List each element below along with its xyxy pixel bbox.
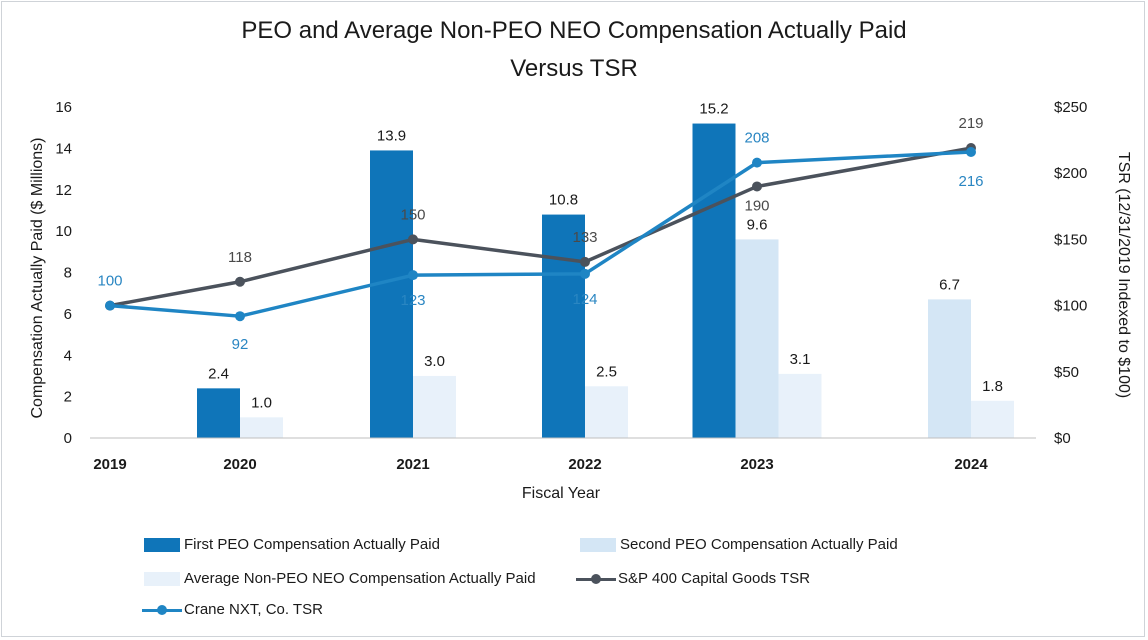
y-left-tick-6: 6 (64, 306, 72, 323)
line-label-sp400-2024: 219 (958, 115, 983, 132)
chart-title-line2: Versus TSR (510, 55, 638, 82)
bar-label-s2-2024: 1.8 (982, 378, 1003, 395)
legend-second-peo: Second PEO Compensation Actually Paid (580, 536, 898, 553)
y-left-tick-4: 4 (64, 347, 72, 364)
line-label-crane-2019: 100 (97, 273, 122, 290)
legend-non-peo: Average Non-PEO NEO Compensation Actuall… (144, 570, 536, 587)
y-left-tick-14: 14 (55, 140, 72, 157)
legend-first-peo: First PEO Compensation Actually Paid (144, 536, 440, 553)
x-tick-2022: 2022 (568, 456, 601, 473)
legend-swatch-second-peo (580, 537, 616, 552)
y-right-tick-3: $150 (1054, 231, 1087, 248)
legend-crane: Crane NXT, Co. TSR (142, 601, 323, 618)
legend-swatch-sp400 (576, 572, 616, 586)
y-right-axis-title: TSR (12/31/2019 Indexed to $100) (1115, 152, 1132, 398)
y-right-tick-0: $0 (1054, 430, 1071, 447)
bar-label-s2-2022: 2.5 (596, 363, 617, 380)
point-sp400-2021 (408, 234, 418, 245)
bar-s1-2024 (928, 299, 971, 438)
bar-s0-2020 (197, 388, 240, 438)
bar-s2-2023 (778, 373, 822, 438)
line-label-crane-2024: 216 (958, 173, 983, 190)
bar-s2-2024 (971, 400, 1014, 438)
y-left-axis-title: Compensation Actually Paid ($ Millions) (29, 137, 46, 418)
point-sp400-2023 (752, 181, 762, 192)
line-label-crane-2021: 123 (400, 292, 425, 309)
y-left-tick-2: 2 (64, 389, 72, 406)
line-crane (109, 150, 972, 318)
x-tick-2021: 2021 (396, 456, 429, 473)
bar-label-s2-2021: 3.0 (424, 353, 445, 370)
y-right-tick-1: $50 (1054, 364, 1079, 381)
x-tick-2020: 2020 (223, 456, 256, 473)
y-right-tick-5: $250 (1054, 99, 1087, 116)
legend-swatch-crane (142, 603, 182, 617)
x-axis-title: Fiscal Year (522, 485, 601, 502)
point-crane-2019 (105, 300, 115, 311)
bar-s0-2023 (692, 123, 736, 439)
bar-label-s0-2021: 13.9 (377, 127, 406, 144)
x-tick-2019: 2019 (93, 456, 126, 473)
line-label-sp400-2023: 190 (744, 197, 769, 214)
legend-sp400: S&P 400 Capital Goods TSR (576, 570, 810, 587)
line-label-crane-2022: 124 (572, 291, 597, 308)
legend-swatch-non-peo (144, 571, 180, 586)
bar-label-s0-2023: 15.2 (699, 101, 728, 118)
legend-label-second-peo: Second PEO Compensation Actually Paid (620, 536, 898, 553)
bar-label-s1-2024: 6.7 (939, 276, 960, 293)
bar-s2-2021 (413, 375, 456, 438)
bar-s0-2021 (370, 150, 413, 438)
point-crane-2021 (408, 270, 418, 281)
line-label-crane-2020: 92 (232, 336, 249, 353)
bar-s2-2022 (585, 386, 628, 438)
line-label-crane-2023: 208 (744, 130, 769, 147)
line-label-sp400-2022: 133 (572, 229, 597, 246)
y-left-tick-10: 10 (55, 223, 72, 240)
bar-s0-2022 (542, 214, 585, 438)
legend-label-crane: Crane NXT, Co. TSR (184, 601, 323, 618)
bar-label-s2-2023: 3.1 (790, 351, 811, 368)
legend-swatch-first-peo (144, 537, 180, 552)
y-right-tick-4: $200 (1054, 165, 1087, 182)
legend-label-sp400: S&P 400 Capital Goods TSR (618, 570, 811, 587)
bar-label-s0-2022: 10.8 (549, 192, 578, 209)
point-crane-2020 (235, 311, 245, 322)
legend-label-first-peo: First PEO Compensation Actually Paid (184, 536, 440, 553)
point-crane-2022 (580, 268, 590, 279)
point-crane-2023 (752, 157, 762, 168)
legend-label-non-peo: Average Non-PEO NEO Compensation Actuall… (184, 570, 536, 587)
y-left-tick-0: 0 (64, 430, 72, 447)
bar-s1-2023 (735, 239, 779, 438)
x-tick-2023: 2023 (740, 456, 773, 473)
chart-title-line1: PEO and Average Non-PEO NEO Compensation… (241, 17, 907, 44)
bar-label-s1-2023: 9.6 (747, 216, 768, 233)
y-left-tick-8: 8 (64, 265, 72, 282)
point-crane-2024 (966, 147, 976, 158)
line-label-sp400-2020: 118 (228, 249, 252, 266)
point-sp400-2022 (580, 256, 590, 267)
y-left-tick-12: 12 (55, 182, 72, 199)
x-tick-2024: 2024 (954, 456, 988, 473)
line-label-sp400-2021: 150 (400, 206, 425, 223)
point-sp400-2020 (235, 276, 245, 287)
y-right-tick-2: $100 (1054, 298, 1087, 315)
y-left-tick-16: 16 (55, 99, 72, 116)
bar-label-s2-2020: 1.0 (251, 394, 272, 411)
bar-s2-2020 (240, 417, 283, 438)
bar-label-s0-2020: 2.4 (208, 365, 229, 382)
line-sp400 (109, 146, 972, 308)
